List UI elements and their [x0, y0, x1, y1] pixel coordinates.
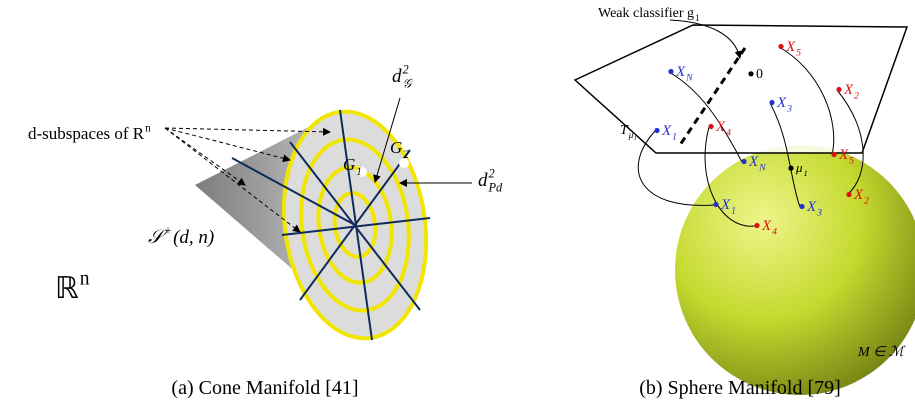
label: X [675, 64, 686, 80]
label: 1 [731, 206, 736, 217]
label: 2 [864, 196, 869, 207]
point [788, 166, 793, 171]
label: X [776, 95, 787, 111]
label: X [853, 187, 864, 203]
label: X [661, 123, 672, 139]
label: μ [795, 160, 803, 175]
label: 2 [403, 62, 409, 76]
point [799, 204, 804, 209]
label: d [478, 170, 488, 191]
label: 2 [403, 149, 409, 161]
label: T [620, 123, 629, 138]
label: μ₁ [628, 130, 637, 140]
label: X [715, 119, 726, 135]
label: G [390, 138, 402, 157]
label: d [392, 66, 402, 87]
label: 1 [672, 132, 677, 143]
caption: (b) Sphere Manifold [79] [639, 377, 841, 399]
label: X [838, 147, 849, 163]
label: 5 [849, 156, 854, 167]
label: 0 [756, 67, 763, 82]
label: M ∈ ℳ [857, 345, 906, 360]
caption: (a) Cone Manifold [41] [171, 377, 358, 399]
label: 3 [786, 104, 792, 115]
label: 3 [816, 208, 822, 219]
label: X [843, 82, 854, 98]
point [741, 159, 746, 164]
label: Weak classifier g [598, 6, 694, 21]
point [778, 44, 783, 49]
label: 4 [726, 128, 731, 139]
cone [165, 98, 472, 348]
point [708, 124, 713, 129]
label: ℝ [55, 272, 79, 305]
label: n [145, 122, 151, 134]
figure: (a) Cone Manifold [41] (b) Sphere Manifo… [0, 0, 915, 413]
point [713, 202, 718, 207]
label: 2 [854, 91, 859, 102]
label: 1 [695, 13, 700, 23]
label: 5 [796, 48, 801, 59]
label: 1 [804, 168, 808, 178]
label: + [164, 223, 172, 237]
label: 2 [489, 166, 495, 180]
label: X [761, 218, 772, 234]
label: X [748, 154, 759, 170]
label: X [806, 199, 817, 215]
label: X [785, 39, 796, 55]
label: G [343, 155, 355, 174]
point [769, 100, 774, 105]
sphere-manifold [575, 20, 915, 395]
label: (d, n) [173, 227, 214, 248]
label: N [758, 163, 766, 174]
point [748, 71, 753, 76]
point [754, 223, 759, 228]
point [836, 87, 841, 92]
label: X [720, 197, 731, 213]
label: N [685, 73, 693, 84]
point [831, 152, 836, 157]
label: n [80, 269, 90, 290]
label: d-subspaces of R [28, 124, 145, 143]
point [668, 69, 673, 74]
point [654, 128, 659, 133]
point [846, 192, 851, 197]
label: 4 [772, 227, 777, 238]
label: 1 [356, 166, 362, 178]
label: Pd [488, 181, 504, 195]
label: 𝒢 [403, 77, 414, 91]
